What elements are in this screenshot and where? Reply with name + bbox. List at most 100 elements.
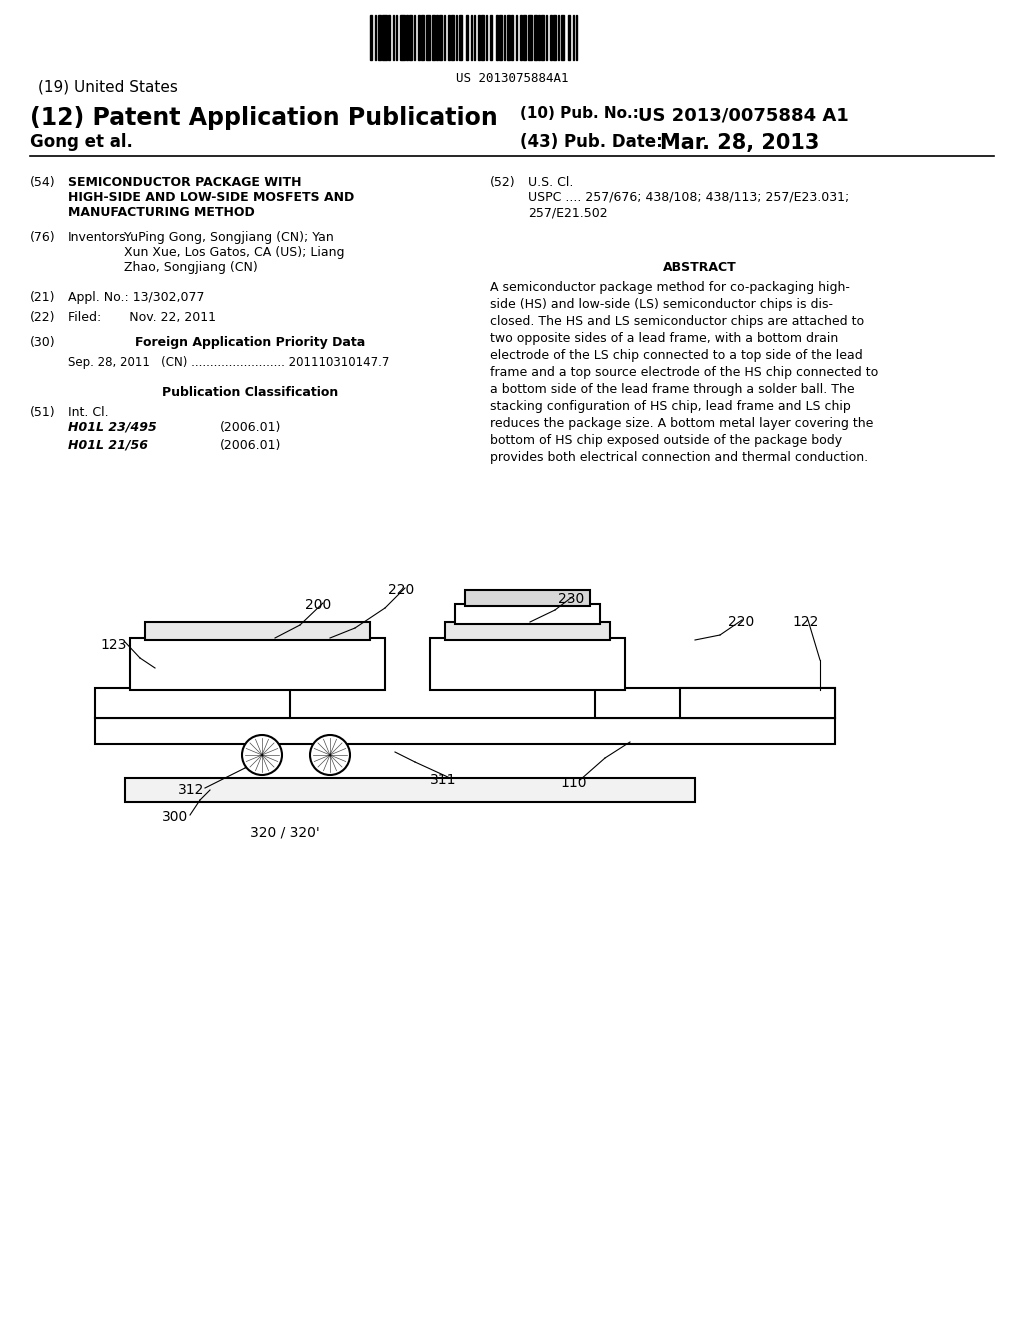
Bar — [125, 777, 695, 803]
Text: Mar. 28, 2013: Mar. 28, 2013 — [660, 133, 819, 153]
Bar — [499, 15, 502, 59]
Bar — [455, 605, 600, 624]
Bar — [485, 15, 487, 59]
Bar — [421, 15, 424, 59]
Bar — [456, 15, 457, 59]
Bar — [546, 15, 547, 59]
Bar — [538, 15, 540, 59]
Bar — [511, 15, 512, 59]
Text: (51): (51) — [30, 407, 55, 418]
Bar — [426, 15, 430, 59]
Bar — [575, 15, 577, 59]
Bar — [534, 15, 537, 59]
Text: H01L 21/56: H01L 21/56 — [68, 440, 148, 451]
Text: Inventors:: Inventors: — [68, 231, 131, 244]
Text: Filed:       Nov. 22, 2011: Filed: Nov. 22, 2011 — [68, 312, 216, 323]
Bar — [375, 15, 376, 59]
Text: US 2013075884A1: US 2013075884A1 — [456, 73, 568, 84]
Text: A semiconductor package method for co-packaging high-
side (HS) and low-side (LS: A semiconductor package method for co-pa… — [490, 281, 879, 465]
Bar — [520, 15, 521, 59]
Circle shape — [310, 735, 350, 775]
Bar — [481, 15, 484, 59]
Text: 300: 300 — [162, 810, 188, 824]
Bar — [378, 15, 381, 59]
Text: 123: 123 — [100, 638, 126, 652]
Bar — [560, 15, 563, 59]
Bar — [568, 15, 569, 59]
Text: 230: 230 — [558, 591, 585, 606]
Bar — [392, 15, 394, 59]
Text: (2006.01): (2006.01) — [220, 421, 282, 434]
Bar — [504, 15, 505, 59]
Bar — [409, 15, 412, 59]
Text: US 2013/0075884 A1: US 2013/0075884 A1 — [638, 106, 849, 124]
Bar — [382, 15, 386, 59]
Bar — [527, 15, 532, 59]
Bar — [465, 590, 590, 606]
Bar — [431, 15, 434, 59]
Bar — [406, 15, 408, 59]
Bar — [459, 15, 462, 59]
Bar — [490, 15, 492, 59]
Bar — [473, 15, 475, 59]
Text: 220: 220 — [728, 615, 755, 630]
Text: (12) Patent Application Publication: (12) Patent Application Publication — [30, 106, 498, 129]
Circle shape — [242, 735, 282, 775]
Bar — [496, 15, 498, 59]
Text: 110: 110 — [560, 776, 587, 789]
Text: ABSTRACT: ABSTRACT — [664, 261, 737, 275]
Bar — [95, 718, 835, 744]
Text: (54): (54) — [30, 176, 55, 189]
Bar — [507, 15, 510, 59]
Bar — [400, 15, 404, 59]
Bar — [680, 688, 835, 718]
Bar — [466, 15, 468, 59]
Text: (30): (30) — [30, 337, 55, 348]
Bar — [130, 638, 385, 690]
Text: (43) Pub. Date:: (43) Pub. Date: — [520, 133, 663, 150]
Text: (76): (76) — [30, 231, 55, 244]
Text: 220: 220 — [388, 583, 415, 597]
Bar — [515, 15, 517, 59]
Bar — [470, 15, 472, 59]
Text: YuPing Gong, Songjiang (CN); Yan
Xun Xue, Los Gatos, CA (US); Liang
Zhao, Songji: YuPing Gong, Songjiang (CN); Yan Xun Xue… — [124, 231, 344, 275]
Bar — [443, 15, 445, 59]
Bar — [478, 15, 479, 59]
Bar — [430, 638, 625, 690]
Bar — [523, 15, 526, 59]
Bar — [414, 15, 415, 59]
Text: (22): (22) — [30, 312, 55, 323]
Bar — [395, 15, 397, 59]
Text: 122: 122 — [792, 615, 818, 630]
Bar — [541, 15, 544, 59]
Bar — [445, 622, 610, 640]
Bar — [595, 688, 835, 718]
Text: (52): (52) — [490, 176, 516, 189]
Bar — [449, 15, 450, 59]
Bar — [439, 15, 442, 59]
Text: 312: 312 — [178, 783, 205, 797]
Bar — [370, 15, 372, 59]
Text: Int. Cl.: Int. Cl. — [68, 407, 109, 418]
Bar — [451, 15, 454, 59]
Bar — [557, 15, 559, 59]
Text: U.S. Cl.: U.S. Cl. — [528, 176, 573, 189]
Text: SEMICONDUCTOR PACKAGE WITH
HIGH-SIDE AND LOW-SIDE MOSFETS AND
MANUFACTURING METH: SEMICONDUCTOR PACKAGE WITH HIGH-SIDE AND… — [68, 176, 354, 219]
Text: (10) Pub. No.:: (10) Pub. No.: — [520, 106, 639, 121]
Text: H01L 23/495: H01L 23/495 — [68, 421, 157, 434]
Text: Appl. No.: 13/302,077: Appl. No.: 13/302,077 — [68, 290, 205, 304]
Bar — [572, 15, 574, 59]
Bar — [418, 15, 420, 59]
Text: Sep. 28, 2011   (CN) ......................... 201110310147.7: Sep. 28, 2011 (CN) .....................… — [68, 356, 389, 370]
Text: (19) United States: (19) United States — [38, 81, 178, 95]
Text: 200: 200 — [305, 598, 331, 612]
Bar — [388, 15, 389, 59]
Text: Foreign Application Priority Data: Foreign Application Priority Data — [135, 337, 366, 348]
Text: (21): (21) — [30, 290, 55, 304]
Text: Gong et al.: Gong et al. — [30, 133, 133, 150]
Text: 320 / 320': 320 / 320' — [250, 826, 319, 840]
Bar — [436, 15, 437, 59]
Text: Publication Classification: Publication Classification — [162, 385, 338, 399]
Bar — [95, 688, 290, 718]
Text: 311: 311 — [430, 774, 457, 787]
